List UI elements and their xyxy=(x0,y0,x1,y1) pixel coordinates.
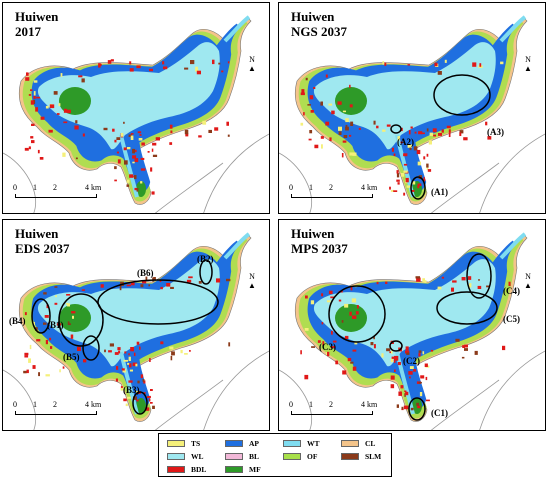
legend-swatch xyxy=(341,440,359,447)
area-label: (B4) xyxy=(9,316,26,326)
area-label: (B5) xyxy=(63,352,80,362)
north-arrow-icon: N ▲ xyxy=(248,272,256,290)
legend-item-wl: WL xyxy=(167,451,223,462)
highlight-ellipses xyxy=(390,74,491,200)
legend-item-slm: SLM xyxy=(341,451,397,462)
area-label: (A1) xyxy=(431,187,448,197)
area-label: (B3) xyxy=(123,385,140,395)
area-label: (C1) xyxy=(431,408,448,418)
area-label: (A2) xyxy=(397,137,414,147)
legend-label: AP xyxy=(249,439,259,448)
north-arrow-icon: N ▲ xyxy=(524,55,532,73)
legend-item-mf: MF xyxy=(225,464,281,475)
area-label: (B6) xyxy=(137,268,154,278)
legend-swatch xyxy=(225,453,243,460)
legend-label: SLM xyxy=(365,452,382,461)
legend-label: BDL xyxy=(191,465,207,474)
legend-item-ts: TS xyxy=(167,438,223,449)
legend-label: CL xyxy=(365,439,376,448)
legend-swatch xyxy=(225,440,243,447)
area-label: (C2) xyxy=(403,356,420,366)
highlight-ellipses xyxy=(328,253,498,421)
legend-swatch xyxy=(167,453,185,460)
area-label: (C3) xyxy=(319,342,336,352)
legend-label: MF xyxy=(249,465,261,474)
legend-item-cl: CL xyxy=(341,438,397,449)
legend-label: WL xyxy=(191,452,204,461)
legend-item-wt: WT xyxy=(283,438,339,449)
panel-title: Huiwen EDS 2037 xyxy=(15,226,70,256)
map-legend: TS AP WT CL WL BL OF SLM BDL MF xyxy=(158,433,392,477)
legend-item-ap: AP xyxy=(225,438,281,449)
north-arrow-icon: N ▲ xyxy=(248,55,256,73)
map-2017 xyxy=(3,15,269,213)
legend-swatch xyxy=(283,440,301,447)
legend-item-of: OF xyxy=(283,451,339,462)
legend-item-bdl: BDL xyxy=(167,464,223,475)
legend-item-bl: BL xyxy=(225,451,281,462)
area-label: (A3) xyxy=(487,127,504,137)
panel-title: Huiwen 2017 xyxy=(15,9,59,39)
area-label: (C4) xyxy=(503,286,520,296)
legend-swatch xyxy=(283,453,301,460)
panel-title: Huiwen NGS 2037 xyxy=(291,9,347,39)
legend-swatch xyxy=(167,440,185,447)
area-label: (C5) xyxy=(503,314,520,324)
legend-swatch xyxy=(225,466,243,473)
north-arrow-icon: N ▲ xyxy=(524,272,532,290)
legend-label: BL xyxy=(249,452,260,461)
highlight-ellipses xyxy=(31,259,219,415)
legend-label: OF xyxy=(307,452,318,461)
legend-label: WT xyxy=(307,439,320,448)
legend-swatch xyxy=(341,453,359,460)
legend-label: TS xyxy=(191,439,201,448)
panel-title: Huiwen MPS 2037 xyxy=(291,226,348,256)
area-label: (B2) xyxy=(197,254,214,264)
legend-swatch xyxy=(167,466,185,473)
area-label: (B1) xyxy=(47,320,64,330)
map-ngs-2037 xyxy=(279,15,545,213)
